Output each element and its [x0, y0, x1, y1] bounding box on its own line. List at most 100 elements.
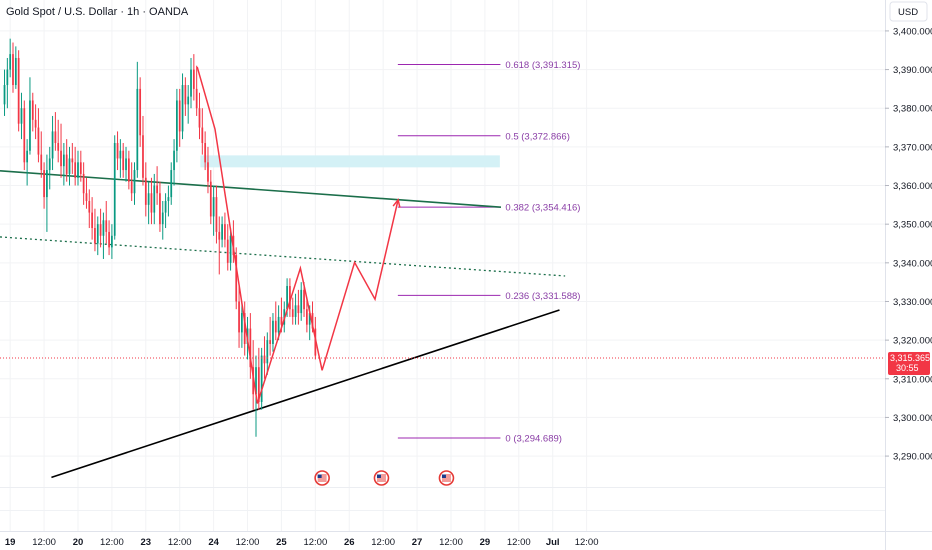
candle	[62, 143, 65, 186]
candle	[20, 92, 23, 140]
candle	[204, 131, 207, 171]
candle-body	[192, 69, 195, 89]
candle-body	[26, 150, 29, 163]
candle-body	[99, 224, 102, 236]
candle	[215, 185, 218, 244]
candle	[187, 85, 190, 124]
candle	[178, 88, 181, 147]
candle-body	[195, 88, 198, 109]
candle	[167, 185, 170, 217]
candle-body	[6, 69, 9, 86]
candle-body	[221, 224, 223, 240]
projection-polyline	[196, 66, 399, 404]
candle	[249, 313, 252, 379]
candle	[156, 166, 158, 205]
candle-body	[303, 289, 305, 310]
candle-body	[147, 193, 150, 205]
candle	[133, 162, 136, 205]
candle-body	[159, 193, 161, 225]
price-axis[interactable]: 3,290.000 3,300.000 3,310.000 3,320.000 3,33…	[885, 26, 932, 463]
candle-body	[238, 301, 240, 333]
candle	[238, 286, 240, 348]
candle-body	[102, 220, 105, 236]
price-axis-tick-label: 3,320.000	[893, 336, 932, 347]
candle-body	[37, 127, 40, 155]
candle-body	[266, 340, 269, 364]
time-axis-tick-label: Jul	[546, 537, 560, 548]
candle-body	[274, 320, 277, 333]
event-icon-canton	[441, 474, 446, 478]
event-icon-flag-bg	[441, 474, 451, 482]
candle-body	[164, 200, 167, 213]
candle	[31, 92, 34, 132]
candle	[212, 185, 215, 236]
candle	[65, 139, 68, 182]
candle	[29, 77, 31, 155]
candle-body	[139, 88, 142, 136]
candle-body	[286, 286, 288, 310]
candle	[291, 297, 294, 325]
candle	[305, 297, 308, 333]
time-axis-tick-label: 12:00	[371, 537, 395, 548]
candle-body	[212, 197, 215, 217]
candle-body	[3, 85, 6, 105]
candle	[229, 228, 232, 271]
candle	[102, 212, 105, 259]
candle-body	[74, 162, 77, 178]
time-axis-tick-label: 12:00	[168, 537, 192, 548]
candle	[85, 177, 88, 209]
candle	[105, 200, 108, 244]
candle	[37, 108, 40, 163]
candle-body	[170, 170, 173, 198]
candle-body	[62, 154, 65, 167]
candle	[79, 150, 82, 182]
candle	[263, 336, 266, 379]
event-icon-flag-bg	[376, 474, 386, 482]
candle	[122, 143, 125, 178]
candle-body	[43, 170, 45, 198]
candle	[195, 65, 198, 116]
candle-body	[85, 193, 88, 201]
candle-body	[31, 100, 34, 120]
supply-zone-rect	[200, 155, 500, 168]
candle	[269, 316, 272, 356]
candle-body	[153, 185, 156, 213]
us-flag-event-icon[interactable]	[314, 470, 330, 486]
candle	[161, 200, 164, 240]
candle	[125, 146, 127, 182]
us-flag-event-icon[interactable]	[438, 470, 455, 486]
candle-body	[178, 100, 181, 132]
candle-body	[105, 220, 108, 232]
time-axis-tick-label: 12:00	[507, 537, 531, 548]
candle-body	[125, 158, 127, 171]
time-axis-tick-label: 12:00	[439, 537, 463, 548]
candle	[94, 208, 96, 252]
candle	[68, 146, 71, 186]
us-flag-event-icon[interactable]	[373, 470, 390, 486]
candle-body	[79, 162, 82, 174]
candle-body	[116, 143, 119, 159]
candle-body	[305, 309, 308, 325]
candle-body	[207, 162, 209, 182]
candle-body	[20, 108, 23, 124]
time-axis[interactable]: 19 12:00 20 12:00 23 12:00 24 12:00 25 12:00 26 12:…	[5, 537, 599, 548]
candle-body	[235, 255, 238, 302]
candle	[116, 131, 119, 171]
price-axis-tick-label: 3,300.000	[893, 413, 932, 424]
currency-button[interactable]: USD	[889, 1, 928, 22]
candle-body	[156, 185, 158, 194]
candle	[54, 112, 57, 151]
candle-body	[77, 162, 79, 178]
candle	[218, 216, 221, 275]
candle-body	[88, 200, 91, 213]
candle	[12, 42, 14, 93]
candle-body	[243, 313, 246, 344]
time-axis-tick-label: 27	[412, 537, 423, 548]
candle-body	[91, 212, 93, 229]
candle-body	[215, 197, 218, 232]
candlesticks	[3, 38, 317, 437]
event-icon-canton	[317, 474, 322, 478]
candle-body	[229, 235, 232, 263]
event-icon-flag-bg	[317, 474, 327, 482]
